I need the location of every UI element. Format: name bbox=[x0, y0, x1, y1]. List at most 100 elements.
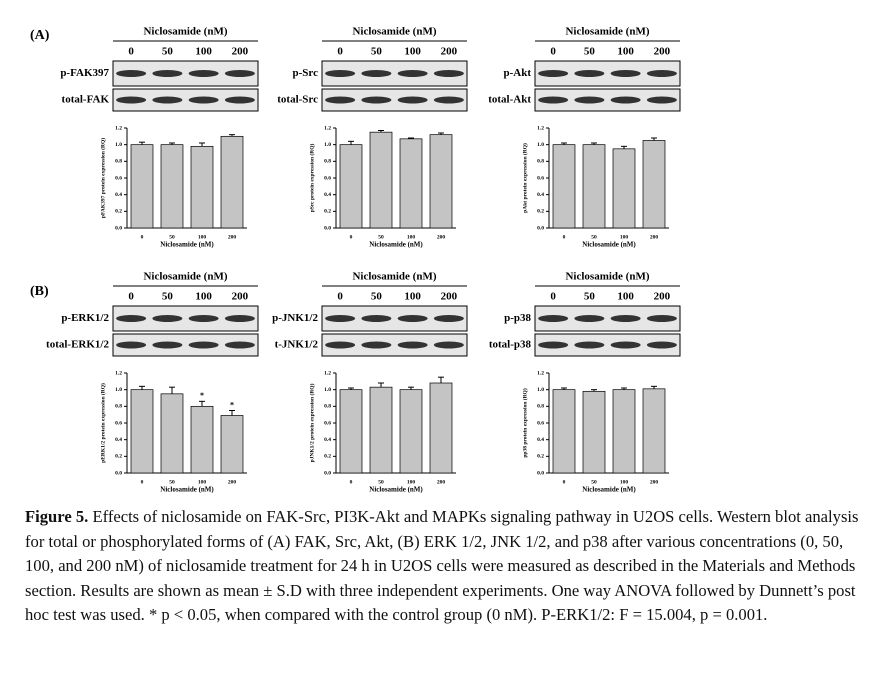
blot-row-label: t-JNK1/2 bbox=[275, 339, 319, 351]
blot-band bbox=[325, 70, 356, 77]
x-tick-label: 50 bbox=[169, 479, 175, 485]
y-tick-label: 0.2 bbox=[115, 209, 122, 215]
x-axis-label: Niclosamide (nM) bbox=[160, 241, 214, 249]
blot-band bbox=[397, 96, 428, 104]
blot-band bbox=[152, 341, 183, 349]
bar bbox=[429, 382, 453, 474]
lane-label: 0 bbox=[337, 46, 343, 58]
y-tick-label: 0.8 bbox=[324, 404, 331, 410]
x-axis-label: Niclosamide (nM) bbox=[369, 241, 423, 249]
blot-band bbox=[188, 341, 219, 349]
blot-band bbox=[116, 315, 147, 322]
x-tick-label: 100 bbox=[620, 479, 629, 485]
bar bbox=[220, 415, 244, 474]
bar bbox=[642, 388, 666, 474]
lane-label: 0 bbox=[550, 291, 556, 303]
blot-band bbox=[538, 70, 569, 77]
x-tick-label: 0 bbox=[350, 234, 353, 240]
y-tick-label: 0.0 bbox=[537, 470, 544, 476]
lane-label: 200 bbox=[654, 291, 671, 303]
y-tick-label: 0.4 bbox=[324, 437, 331, 443]
blot-row-label: p-FAK397 bbox=[60, 67, 109, 79]
blot-row-label: p-JNK1/2 bbox=[272, 312, 318, 324]
x-tick-label: 100 bbox=[407, 479, 416, 485]
figure-graphics: (A) (B) Niclosamide (nM) 0 50 100 200 p-FAK39… bbox=[30, 26, 681, 494]
y-tick-label: 0.0 bbox=[115, 225, 122, 231]
blot-band bbox=[361, 341, 392, 349]
lane-label: 50 bbox=[584, 291, 596, 303]
lane-label: 0 bbox=[550, 46, 556, 58]
y-tick-label: 1.0 bbox=[324, 142, 331, 148]
y-tick-label: 0.8 bbox=[115, 404, 122, 410]
blot-band bbox=[646, 341, 677, 349]
blot-band bbox=[538, 315, 569, 322]
lane-label: 200 bbox=[232, 291, 249, 303]
panel-label: (A) bbox=[30, 28, 50, 43]
y-tick-label: 0.0 bbox=[115, 470, 122, 476]
blot-band bbox=[361, 70, 392, 77]
x-tick-label: 0 bbox=[141, 479, 144, 485]
blot-band bbox=[397, 315, 428, 322]
x-tick-label: 200 bbox=[437, 479, 446, 485]
y-tick-label: 0.2 bbox=[537, 454, 544, 460]
x-axis-label: Niclosamide (nM) bbox=[369, 486, 423, 494]
x-tick-label: 0 bbox=[350, 479, 353, 485]
x-axis-label: Niclosamide (nM) bbox=[582, 486, 636, 494]
bar bbox=[339, 389, 363, 474]
lane-label: 50 bbox=[371, 46, 383, 58]
y-tick-label: 0.2 bbox=[115, 454, 122, 460]
bar bbox=[612, 389, 636, 474]
bar bbox=[220, 135, 244, 229]
y-tick-label: 0.4 bbox=[115, 192, 122, 198]
y-tick-label: 0.6 bbox=[115, 420, 122, 426]
y-tick-label: 0.4 bbox=[115, 437, 122, 443]
y-tick-label: 0.4 bbox=[537, 192, 544, 198]
blot-band bbox=[433, 96, 464, 104]
x-tick-label: 200 bbox=[650, 479, 659, 485]
y-tick-label: 0.2 bbox=[324, 454, 331, 460]
blot-band bbox=[361, 96, 392, 104]
blot-band bbox=[433, 70, 464, 77]
bar bbox=[642, 140, 666, 229]
blot-strip bbox=[112, 333, 259, 357]
blot-row-label: p-Akt bbox=[503, 67, 531, 79]
blot-row-label: total-FAK bbox=[62, 94, 110, 106]
blot-band bbox=[646, 70, 677, 77]
blot-header: Niclosamide (nM) bbox=[143, 26, 227, 38]
y-tick-label: 0.0 bbox=[324, 470, 331, 476]
blot-header: Niclosamide (nM) bbox=[143, 271, 227, 283]
y-tick-label: 0.0 bbox=[324, 225, 331, 231]
x-tick-label: 100 bbox=[198, 479, 207, 485]
lane-label: 50 bbox=[162, 46, 174, 58]
blot-row-label: total-ERK1/2 bbox=[46, 339, 109, 351]
blot-band bbox=[538, 341, 569, 349]
blot-row-label: p-p38 bbox=[504, 312, 531, 324]
y-tick-label: 0.4 bbox=[324, 192, 331, 198]
bar bbox=[552, 389, 576, 474]
blot-band bbox=[538, 96, 569, 104]
x-axis-label: Niclosamide (nM) bbox=[160, 486, 214, 494]
bar bbox=[369, 386, 393, 474]
blot-row-label: total-Src bbox=[277, 94, 318, 106]
y-axis-label: pAkt protein expression (RQ) bbox=[521, 143, 528, 213]
caption-label: Figure 5. bbox=[25, 507, 89, 526]
x-tick-label: 200 bbox=[437, 234, 446, 240]
lane-label: 200 bbox=[232, 46, 249, 58]
blot-band bbox=[397, 70, 428, 77]
lane-label: 0 bbox=[128, 291, 134, 303]
y-tick-label: 1.0 bbox=[115, 142, 122, 148]
blot-strip bbox=[534, 333, 681, 357]
blot-band bbox=[325, 315, 356, 322]
bar bbox=[582, 390, 606, 474]
blot-strip bbox=[321, 333, 468, 357]
blot-band bbox=[116, 96, 147, 104]
lane-label: 50 bbox=[584, 46, 596, 58]
lane-label: 0 bbox=[337, 291, 343, 303]
blot-band bbox=[188, 315, 219, 322]
blot-band bbox=[610, 96, 641, 104]
blot-strip bbox=[112, 88, 259, 112]
y-tick-label: 0.8 bbox=[115, 159, 122, 165]
lane-label: 100 bbox=[617, 291, 634, 303]
lane-label: 100 bbox=[195, 46, 212, 58]
